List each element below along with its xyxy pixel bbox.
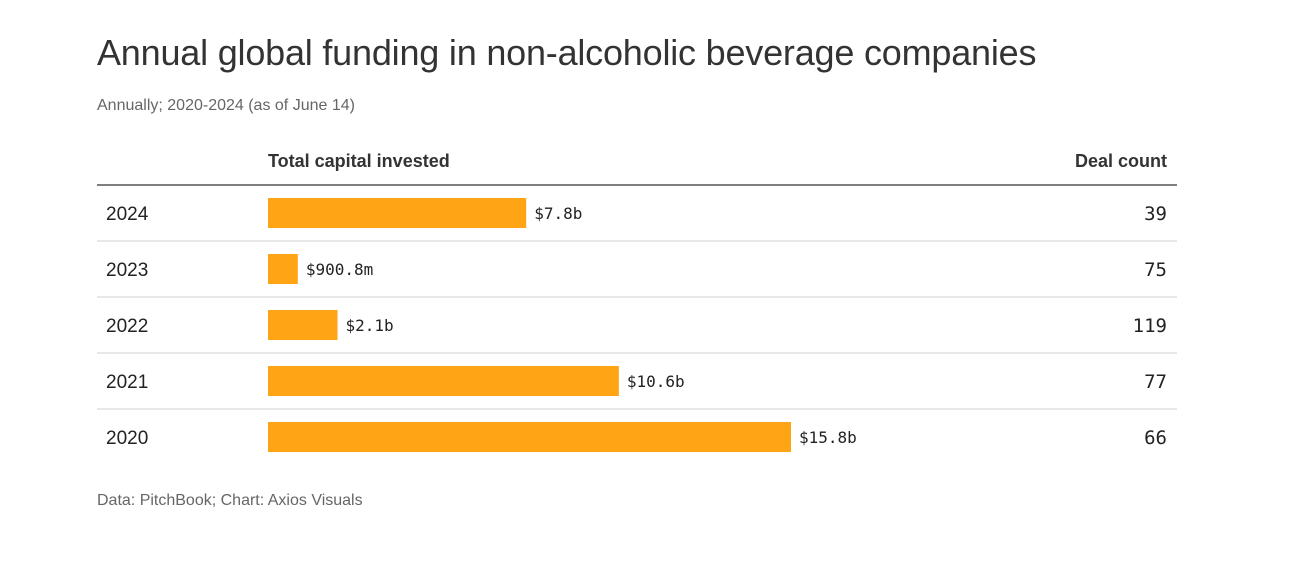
deal-count: 66 [1144, 427, 1167, 449]
year-label: 2022 [106, 316, 148, 337]
value-label: $2.1b [346, 316, 394, 335]
value-label: $15.8b [799, 428, 857, 447]
chart-title: Annual global funding in non-alcoholic b… [97, 32, 1037, 73]
bar-2020 [268, 422, 791, 452]
deal-count: 77 [1144, 371, 1167, 393]
header-deal-count: Deal count [1075, 151, 1167, 171]
year-label: 2023 [106, 260, 148, 281]
bar-2023 [268, 254, 298, 284]
deal-count: 119 [1133, 315, 1167, 337]
value-label: $7.8b [534, 204, 582, 223]
deal-count: 39 [1144, 203, 1167, 225]
chart-rows: 2024 $7.8b 39 2023 $900.8m 75 2022 $2.1b 119 2021… [97, 198, 1177, 452]
year-label: 2020 [106, 428, 148, 449]
header-total-capital: Total capital invested [268, 151, 450, 171]
value-label: $900.8m [306, 260, 373, 279]
bar-2024 [268, 198, 527, 228]
bar-2021 [268, 366, 619, 396]
bar-2022 [268, 310, 338, 340]
chart-subtitle: Annually; 2020-2024 (as of June 14) [97, 97, 355, 114]
year-label: 2021 [106, 372, 148, 393]
deal-count: 75 [1144, 259, 1167, 281]
value-label: $10.6b [627, 372, 685, 391]
year-label: 2024 [106, 204, 149, 225]
chart-source: Data: PitchBook; Chart: Axios Visuals [97, 492, 363, 509]
